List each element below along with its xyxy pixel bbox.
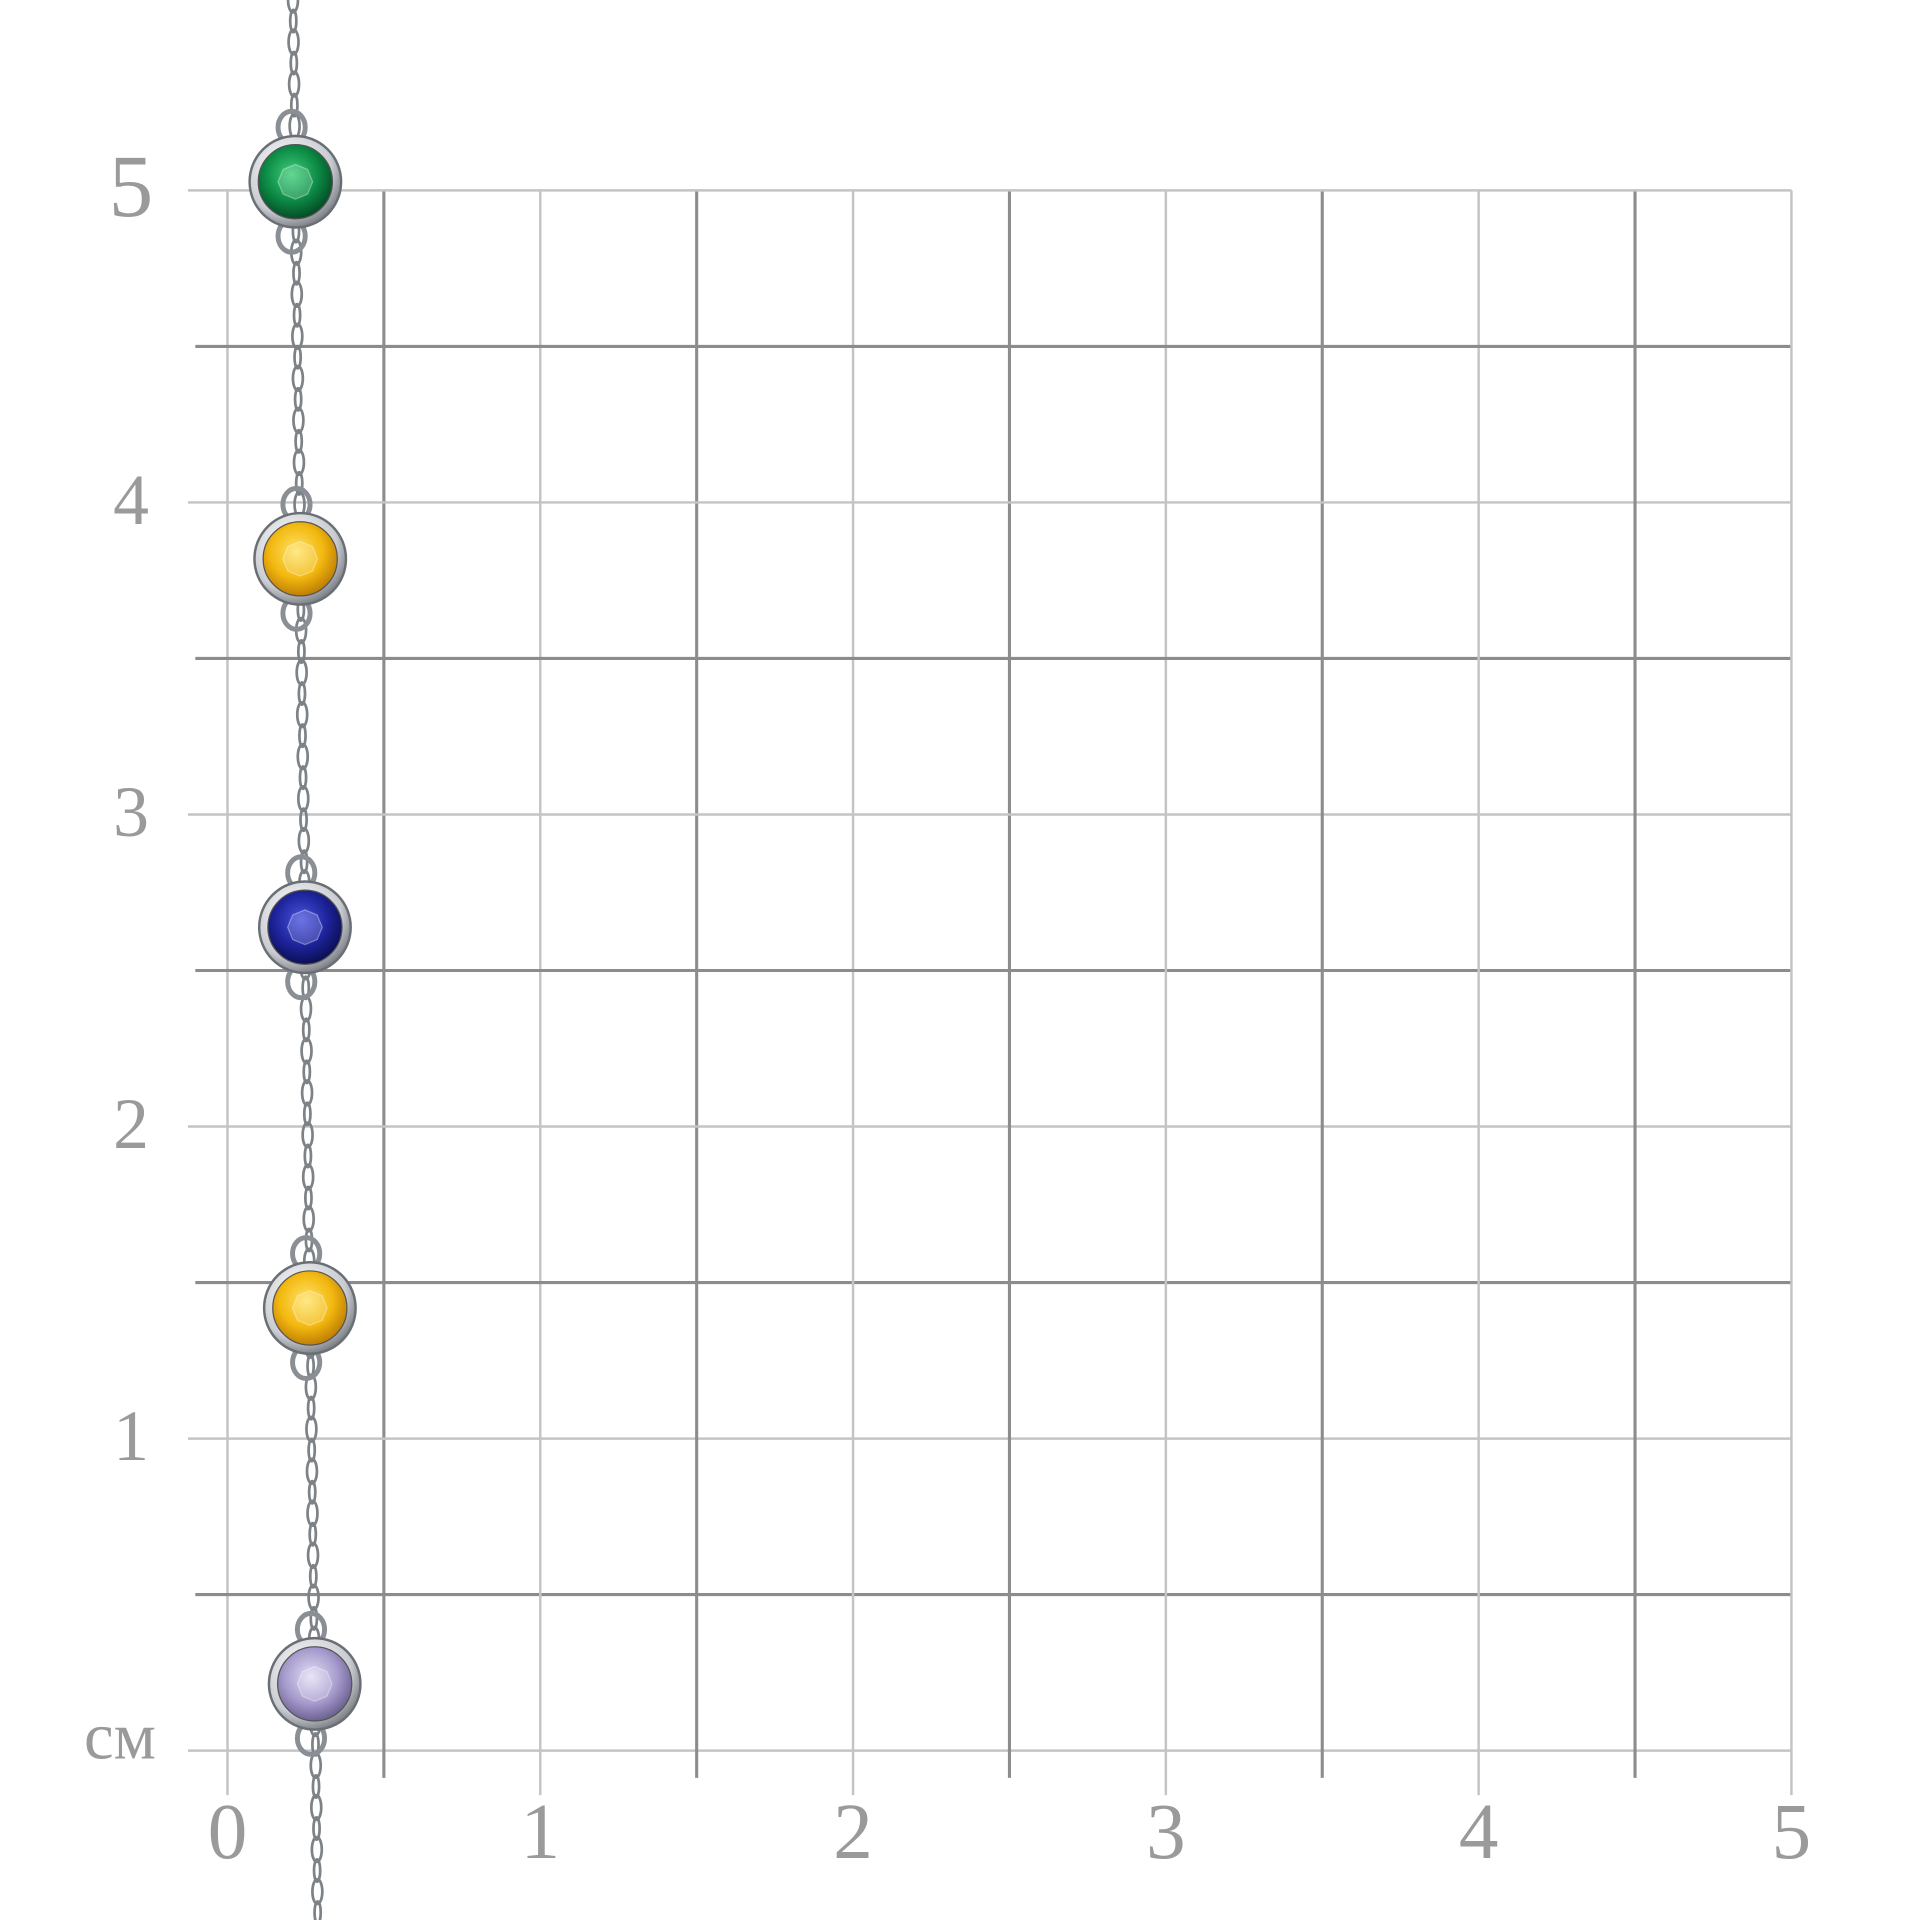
chain-link [309, 1605, 319, 1631]
chain-link [296, 784, 310, 813]
gem-facet [282, 540, 319, 577]
chain-link [301, 1017, 311, 1043]
chain-link [294, 470, 304, 496]
chain-link [305, 1457, 319, 1485]
chain-link [291, 322, 304, 351]
chain-link [312, 1816, 322, 1841]
chain-link [302, 1101, 312, 1127]
chain-link [311, 1877, 324, 1906]
x-label: 2 [833, 1788, 873, 1876]
y-label: 3 [113, 772, 149, 852]
chain-link [298, 723, 307, 749]
chain-link [301, 1121, 314, 1149]
chain-link [289, 92, 299, 118]
chain-link [292, 260, 301, 286]
chain-link [306, 1499, 319, 1527]
chain-link [296, 742, 310, 771]
chain-link [297, 826, 311, 855]
x-label: 3 [1146, 1788, 1186, 1876]
grid [187, 189, 1793, 1796]
chain-link [307, 1479, 317, 1505]
chain-link [302, 1205, 316, 1233]
chain-link [287, 28, 300, 56]
chain-link [300, 1079, 314, 1107]
chain-link [306, 1395, 316, 1421]
chain-link [295, 658, 308, 687]
y-label: 5 [109, 138, 154, 236]
gem-facet [296, 1665, 333, 1702]
chain-link [292, 448, 306, 477]
chain-link [291, 364, 305, 393]
chain-link [302, 1059, 312, 1085]
chain-link [299, 807, 309, 833]
gem [262, 521, 338, 597]
chain-link [299, 849, 309, 875]
chain-link [312, 1858, 322, 1884]
unit-label: см [84, 1701, 156, 1774]
chain-link [287, 70, 301, 98]
x-label: 5 [1772, 1788, 1812, 1876]
gem-facet [286, 909, 323, 946]
gem-facet [277, 163, 314, 200]
chain-link [308, 1563, 318, 1589]
chain [248, 0, 362, 1920]
chain-link [310, 1835, 324, 1864]
y-label: 2 [113, 1084, 149, 1164]
chain-link [300, 1037, 313, 1065]
chain-link [292, 406, 305, 435]
gem [272, 1270, 348, 1346]
chain-link [298, 765, 308, 791]
gem [276, 1646, 353, 1722]
chain-link [307, 1437, 317, 1463]
chain-link [301, 1163, 315, 1191]
chain-link [290, 280, 304, 308]
x-label: 4 [1459, 1788, 1499, 1876]
y-label: 1 [113, 1396, 149, 1476]
chain-link [294, 428, 304, 454]
gem-facet [291, 1290, 328, 1327]
chain-link [311, 1773, 321, 1799]
chain-link [292, 302, 302, 328]
labels: 5 4 3 2 1 см 0 1 2 3 4 5 [84, 138, 1811, 1876]
chain-link [286, 0, 300, 14]
x-label: 0 [208, 1788, 248, 1876]
chain-link [297, 681, 307, 707]
chain-link [296, 639, 306, 665]
chain-link [293, 344, 303, 370]
chain-link [289, 50, 299, 76]
chain-link [303, 1143, 313, 1169]
chain-link [293, 386, 303, 412]
chain-link [309, 1793, 323, 1822]
gem [257, 144, 334, 220]
x-label: 1 [520, 1788, 560, 1876]
y-label: 4 [113, 460, 149, 540]
chain-link [307, 1583, 320, 1612]
chain-link [295, 700, 309, 729]
chain-link [306, 1541, 320, 1570]
chain-link [288, 8, 298, 34]
chain-link [308, 1521, 318, 1547]
gem [267, 889, 343, 965]
chain-link [303, 1185, 313, 1211]
chain-link [305, 1415, 318, 1443]
chain-link [313, 1900, 323, 1920]
